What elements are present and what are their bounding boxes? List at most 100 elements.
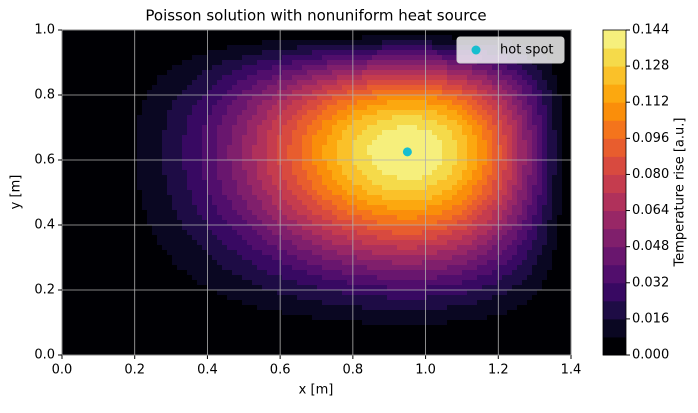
contour-cell bbox=[202, 60, 208, 66]
contour-cell bbox=[112, 140, 118, 146]
contour-cell bbox=[212, 40, 218, 46]
contour-cell bbox=[402, 235, 408, 241]
contour-cell bbox=[292, 110, 298, 116]
contour-cell bbox=[387, 55, 393, 61]
contour-cell bbox=[262, 60, 268, 66]
contour-cell bbox=[147, 35, 153, 41]
contour-cell bbox=[332, 45, 338, 51]
contour-cell bbox=[392, 120, 398, 126]
contour-cell bbox=[122, 215, 128, 221]
contour-cell bbox=[337, 275, 343, 281]
contour-cell bbox=[72, 205, 78, 211]
contour-cell bbox=[157, 35, 163, 41]
contour-cell bbox=[352, 90, 358, 96]
contour-cell bbox=[342, 125, 348, 131]
contour-cell bbox=[287, 345, 293, 351]
contour-cell bbox=[337, 345, 343, 351]
contour-cell bbox=[187, 115, 193, 121]
contour-cell bbox=[212, 180, 218, 186]
contour-cell bbox=[82, 140, 88, 146]
contour-cell bbox=[422, 275, 428, 281]
contour-cell bbox=[177, 110, 183, 116]
contour-cell bbox=[407, 50, 413, 56]
contour-cell bbox=[412, 295, 418, 301]
contour-cell bbox=[222, 335, 228, 341]
contour-cell bbox=[352, 215, 358, 221]
contour-cell bbox=[192, 335, 198, 341]
contour-cell bbox=[217, 160, 223, 166]
contour-cell bbox=[237, 310, 243, 316]
contour-cell bbox=[327, 230, 333, 236]
contour-cell bbox=[237, 270, 243, 276]
contour-cell bbox=[392, 335, 398, 341]
contour-cell bbox=[152, 280, 158, 286]
contour-cell bbox=[117, 185, 123, 191]
contour-cell bbox=[442, 85, 448, 91]
contour-cell bbox=[372, 320, 378, 326]
contour-cell bbox=[387, 140, 393, 146]
contour-cell bbox=[167, 325, 173, 331]
contour-cell bbox=[402, 255, 408, 261]
contour-cell bbox=[417, 225, 423, 231]
contour-cell bbox=[322, 30, 328, 36]
contour-cell bbox=[402, 125, 408, 131]
contour-cell bbox=[152, 205, 158, 211]
contour-cell bbox=[102, 155, 108, 161]
contour-cell bbox=[347, 150, 353, 156]
contour-cell bbox=[387, 130, 393, 136]
contour-cell bbox=[117, 235, 123, 241]
contour-cell bbox=[147, 290, 153, 296]
contour-cell bbox=[202, 185, 208, 191]
contour-cell bbox=[252, 255, 258, 261]
contour-cell bbox=[322, 350, 328, 356]
contour-cell bbox=[392, 95, 398, 101]
contour-cell bbox=[147, 180, 153, 186]
contour-cell bbox=[287, 200, 293, 206]
contour-cell bbox=[137, 200, 143, 206]
contour-cell bbox=[372, 110, 378, 116]
contour-cell bbox=[412, 270, 418, 276]
contour-cell bbox=[392, 155, 398, 161]
contour-cell bbox=[442, 90, 448, 96]
contour-cell bbox=[162, 290, 168, 296]
contour-cell bbox=[377, 340, 383, 346]
contour-cell bbox=[102, 120, 108, 126]
contour-cell bbox=[272, 160, 278, 166]
contour-cell bbox=[422, 195, 428, 201]
contour-cell bbox=[97, 150, 103, 156]
contour-cell bbox=[217, 30, 223, 36]
contour-cell bbox=[87, 335, 93, 341]
contour-cell bbox=[347, 325, 353, 331]
contour-cell bbox=[167, 75, 173, 81]
contour-cell bbox=[302, 205, 308, 211]
contour-cell bbox=[427, 220, 433, 226]
contour-cell bbox=[127, 215, 133, 221]
contour-cell bbox=[427, 205, 433, 211]
contour-cell bbox=[382, 330, 388, 336]
contour-cell bbox=[317, 85, 323, 91]
contour-cell bbox=[242, 275, 248, 281]
contour-cell bbox=[287, 170, 293, 176]
contour-cell bbox=[427, 115, 433, 121]
contour-cell bbox=[337, 180, 343, 186]
contour-cell bbox=[82, 130, 88, 136]
contour-cell bbox=[347, 290, 353, 296]
contour-cell bbox=[272, 60, 278, 66]
contour-cell bbox=[372, 305, 378, 311]
contour-cell bbox=[342, 290, 348, 296]
contour-cell bbox=[327, 55, 333, 61]
contour-cell bbox=[312, 155, 318, 161]
contour-cell bbox=[427, 265, 433, 271]
contour-cell bbox=[237, 170, 243, 176]
contour-cell bbox=[392, 215, 398, 221]
contour-cell bbox=[67, 130, 73, 136]
contour-cell bbox=[107, 295, 113, 301]
contour-cell bbox=[222, 190, 228, 196]
contour-cell bbox=[107, 75, 113, 81]
contour-cell bbox=[427, 230, 433, 236]
contour-cell bbox=[207, 245, 213, 251]
contour-cell bbox=[72, 175, 78, 181]
contour-cell bbox=[157, 200, 163, 206]
contour-cell bbox=[422, 350, 428, 356]
contour-cell bbox=[407, 235, 413, 241]
